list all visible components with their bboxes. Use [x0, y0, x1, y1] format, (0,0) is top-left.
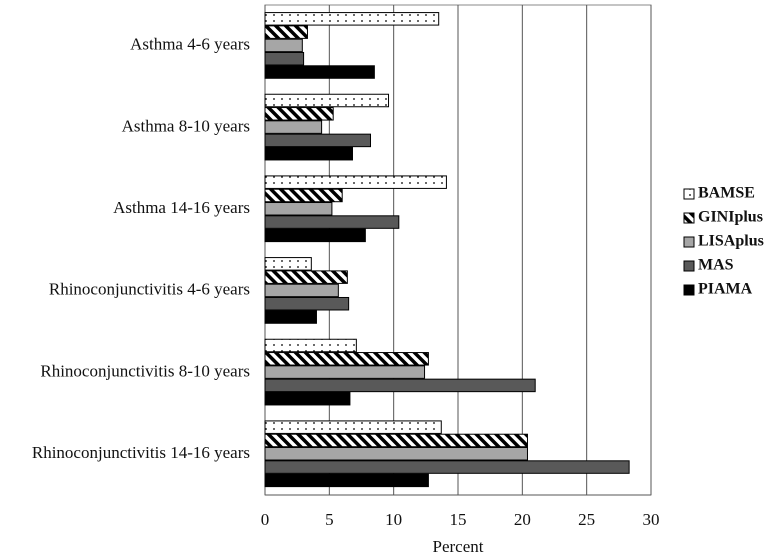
bar: [264, 25, 308, 39]
x-axis-label: Percent: [433, 537, 484, 556]
legend-label: LISAplus: [698, 233, 764, 250]
x-tick-label: 15: [450, 510, 467, 529]
y-tick-label: Rhinoconjunctivitis 8-10 years: [40, 361, 250, 380]
x-tick-label: 20: [514, 510, 531, 529]
y-tick-label: Asthma 14-16 years: [113, 198, 250, 217]
bar: [264, 175, 447, 189]
bar: [264, 473, 429, 488]
bar: [264, 447, 528, 461]
legend-swatch: [683, 236, 695, 248]
bar: [264, 352, 429, 366]
legend-swatch: [683, 212, 695, 224]
bar: [264, 120, 323, 134]
x-tick-label: 10: [385, 510, 402, 529]
bar: [264, 296, 350, 311]
bar: [264, 93, 390, 108]
legend-label: MAS: [698, 257, 734, 274]
bar: [264, 133, 372, 148]
legend-swatch: [683, 188, 695, 200]
bar: [264, 310, 317, 324]
bar: [264, 228, 366, 243]
bar: [264, 365, 426, 379]
bar: [264, 107, 334, 121]
y-tick-label: Asthma 4-6 years: [130, 35, 250, 54]
bar: [264, 338, 357, 353]
legend-swatch: [683, 284, 695, 296]
y-tick-label: Rhinoconjunctivitis 4-6 years: [49, 280, 250, 299]
bar: [264, 270, 348, 284]
x-tick-label: 25: [578, 510, 595, 529]
legend-label: PIAMA: [698, 281, 753, 298]
bar: [264, 215, 400, 229]
bar: [264, 12, 440, 26]
bar: [264, 38, 303, 53]
bar: [264, 202, 333, 216]
bar: [264, 51, 305, 66]
legend-label: GINIplus: [698, 209, 763, 226]
bar: [264, 433, 528, 448]
y-tick-label: Asthma 8-10 years: [122, 116, 250, 135]
bar: [264, 283, 339, 298]
x-tick-label: 5: [325, 510, 334, 529]
x-tick-label: 0: [261, 510, 270, 529]
bar: [264, 460, 630, 474]
bar: [264, 146, 353, 161]
bar: [264, 420, 442, 434]
legend-swatch: [683, 260, 695, 272]
bar: [264, 188, 343, 203]
bar: [264, 65, 375, 79]
x-tick-label: 30: [643, 510, 660, 529]
bar: [264, 391, 351, 406]
bar: [264, 378, 536, 393]
legend-label: BAMSE: [698, 185, 755, 202]
bar: [264, 257, 312, 271]
y-tick-label: Rhinoconjunctivitis 14-16 years: [32, 443, 250, 462]
